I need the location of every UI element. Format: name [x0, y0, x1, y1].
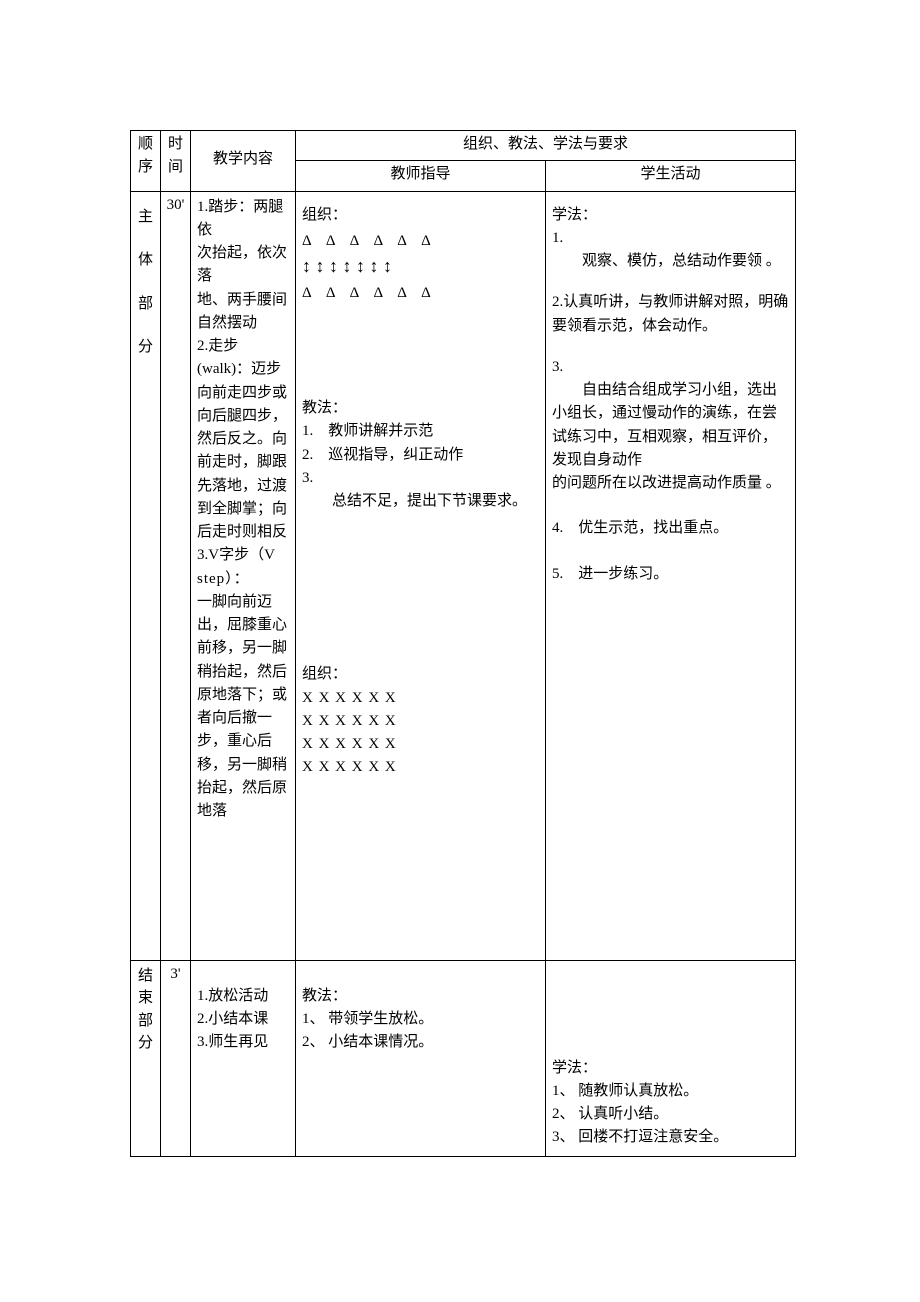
end-row: 结 束 部 分 3' 1.放松活动 2.小结本课 3.师生再见 教法： 1、 带… — [131, 960, 796, 1156]
teacher-method-item: 2. 巡视指导，纠正动作 — [302, 444, 539, 467]
student-item: 自由结合组成学习小组，选出小组长，通过慢动作的演练，在尝试练习中，互相观察，相互… — [552, 379, 789, 472]
end-student-label: 学法： — [552, 1057, 789, 1080]
seq-char: 分 — [135, 1032, 156, 1055]
student-item: 4. 优生示范，找出重点。 — [552, 517, 789, 540]
main-row: 主 体 部 分 30' 1.踏步：两腿依 次抬起，依次落 地、两手腰间自然摆动 … — [131, 191, 796, 960]
end-time: 3' — [161, 960, 191, 1156]
seq-char: 部 — [135, 1010, 156, 1033]
seq-char: 部 — [135, 283, 156, 327]
end-student-item: 3、 回楼不打逗注意安全。 — [552, 1126, 789, 1149]
formation-x: X X X X X X — [302, 710, 539, 733]
content-text: 地、两手腰间自然摆动 — [197, 289, 289, 336]
teacher-method-item: 3. — [302, 467, 539, 490]
teacher-method-item: 1. 教师讲解并示范 — [302, 420, 539, 443]
teacher-org-label: 组织： — [302, 204, 539, 227]
hdr-content: 教学内容 — [191, 131, 296, 192]
end-teacher-item: 1、 带领学生放松。 — [302, 1008, 539, 1031]
teacher-method-item: 总结不足，提出下节课要求。 — [302, 490, 539, 513]
seq-char: 体 — [135, 239, 156, 283]
end-teacher: 教法： 1、 带领学生放松。 2、 小结本课情况。 — [296, 960, 546, 1156]
formation-x: X X X X X X — [302, 756, 539, 779]
content-text: 次抬起，依次落 — [197, 242, 289, 289]
formation-triangles: Δ Δ Δ Δ Δ Δ — [302, 279, 539, 308]
hdr-org: 组织、教法、学法与要求 — [296, 131, 796, 161]
student-method-label: 学法： — [552, 204, 789, 227]
main-content: 1.踏步：两腿依 次抬起，依次落 地、两手腰间自然摆动 2.走步(walk)：迈… — [191, 191, 296, 960]
formation-x: X X X X X X — [302, 687, 539, 710]
lesson-plan-table: 顺序 时间 教学内容 组织、教法、学法与要求 教师指导 学生活动 主 体 部 分… — [130, 130, 796, 1157]
content-text: 2.走步(walk)：迈步向前走四步或向后腿四步，然后反之。向前走时，脚跟先落地… — [197, 335, 289, 544]
main-student: 学法： 1. 观察、模仿，总结动作要领 。 2.认真听讲，与教师讲解对照，明确要… — [546, 191, 796, 960]
teacher-org-label-2: 组织： — [302, 663, 539, 686]
header-row-1: 顺序 时间 教学内容 组织、教法、学法与要求 — [131, 131, 796, 161]
content-text: 1.踏步：两腿依 — [197, 196, 289, 243]
student-item: 5. 进一步练习。 — [552, 563, 789, 586]
seq-char: 分 — [135, 326, 156, 370]
content-text: 3.V字步（V — [197, 544, 289, 567]
hdr-teacher: 教师指导 — [296, 161, 546, 191]
hdr-time: 时间 — [161, 131, 191, 192]
main-time: 30' — [161, 191, 191, 960]
formation-triangles: Δ Δ Δ Δ Δ Δ — [302, 227, 539, 256]
main-teacher: 组织： Δ Δ Δ Δ Δ Δ ↕ ↕ ↕ ↕ ↕ ↕ ↕ Δ Δ Δ Δ Δ … — [296, 191, 546, 960]
main-seq: 主 体 部 分 — [131, 191, 161, 960]
end-seq: 结 束 部 分 — [131, 960, 161, 1156]
end-student-item: 2、 认真听小结。 — [552, 1103, 789, 1126]
seq-char: 结 — [135, 965, 156, 988]
seq-char: 束 — [135, 987, 156, 1010]
student-item: 3. — [552, 356, 789, 379]
end-content-item: 1.放松活动 — [197, 985, 289, 1008]
hdr-seq: 顺序 — [131, 131, 161, 192]
end-teacher-label: 教法： — [302, 985, 539, 1008]
student-item: 的问题所在以改进提高动作质量 。 — [552, 472, 789, 495]
hdr-student: 学生活动 — [546, 161, 796, 191]
end-student: 学法： 1、 随教师认真放松。 2、 认真听小结。 3、 回楼不打逗注意安全。 — [546, 960, 796, 1156]
end-content-item: 3.师生再见 — [197, 1031, 289, 1054]
teacher-method-label: 教法： — [302, 397, 539, 420]
end-teacher-item: 2、 小结本课情况。 — [302, 1031, 539, 1054]
student-item: 1. — [552, 227, 789, 250]
student-item: 观察、模仿，总结动作要领 。 — [552, 250, 789, 273]
formation-arrows: ↕ ↕ ↕ ↕ ↕ ↕ ↕ — [302, 255, 539, 278]
seq-char: 主 — [135, 196, 156, 240]
content-text: step）： — [197, 568, 289, 591]
end-content-item: 2.小结本课 — [197, 1008, 289, 1031]
end-content: 1.放松活动 2.小结本课 3.师生再见 — [191, 960, 296, 1156]
student-item: 2.认真听讲，与教师讲解对照，明确要领看示范，体会动作。 — [552, 291, 789, 338]
formation-x: X X X X X X — [302, 733, 539, 756]
content-text: 一脚向前迈出，屈膝重心前移，另一脚稍抬起，然后原地落下；或者向后撤一步，重心后移… — [197, 591, 289, 824]
end-student-item: 1、 随教师认真放松。 — [552, 1080, 789, 1103]
